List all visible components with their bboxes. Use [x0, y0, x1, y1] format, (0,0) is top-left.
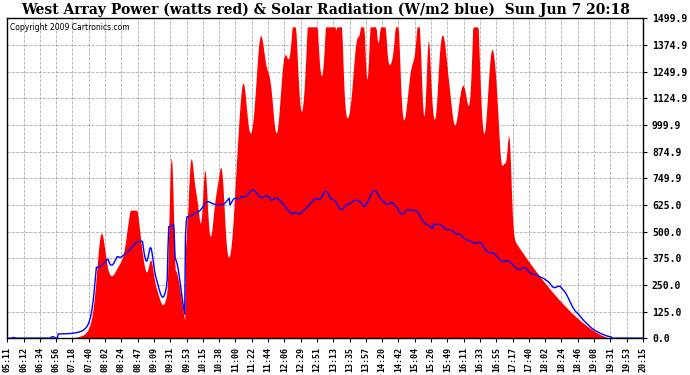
Text: Copyright 2009 Cartronics.com: Copyright 2009 Cartronics.com	[10, 23, 130, 32]
Title: West Array Power (watts red) & Solar Radiation (W/m2 blue)  Sun Jun 7 20:18: West Array Power (watts red) & Solar Rad…	[21, 3, 629, 17]
